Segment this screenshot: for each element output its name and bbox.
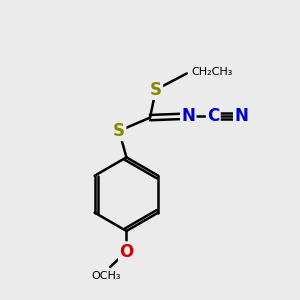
Text: CH₂CH₃: CH₂CH₃ xyxy=(191,67,232,77)
Text: OCH₃: OCH₃ xyxy=(91,271,121,281)
Text: S: S xyxy=(113,122,125,140)
Text: N: N xyxy=(234,107,248,125)
Text: S: S xyxy=(150,81,162,99)
Text: C: C xyxy=(207,107,219,125)
Text: N: N xyxy=(181,107,195,125)
Text: O: O xyxy=(119,243,134,261)
